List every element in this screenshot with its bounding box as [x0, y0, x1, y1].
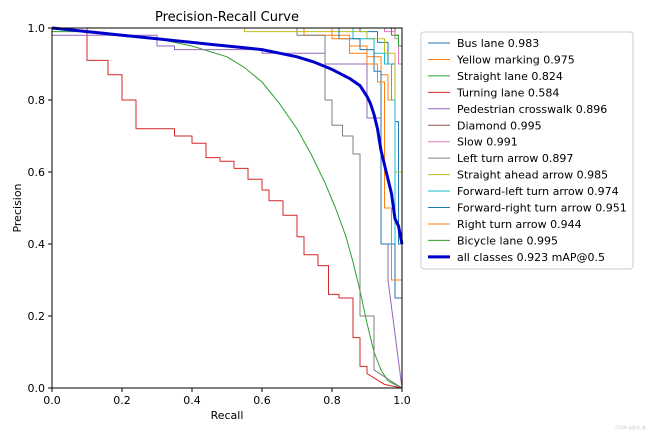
- x-tick-label: 0.4: [183, 394, 201, 407]
- series-line-3: [52, 27, 403, 389]
- y-tick-label: 0.8: [28, 94, 46, 107]
- y-axis: 0.0 0.2 0.4 0.6 0.8 1.0: [28, 22, 52, 395]
- legend-label: Pedestrian crosswalk 0.896: [457, 103, 607, 116]
- y-tick-label: 1.0: [28, 22, 46, 35]
- legend-label: Yellow marking 0.975: [456, 53, 575, 66]
- legend-entry: Bicycle lane 0.995: [428, 234, 558, 247]
- legend-label: Turning lane 0.584: [456, 86, 559, 99]
- legend-entry: Turning lane 0.584: [428, 86, 559, 99]
- x-axis-label: Recall: [211, 409, 244, 422]
- legend-label: Straight lane 0.824: [457, 70, 563, 83]
- plot-background: [52, 28, 402, 388]
- x-axis: 0.0 0.2 0.4 0.6 0.8 1.0: [43, 388, 411, 407]
- legend-frame: [420, 31, 634, 270]
- x-tick-label: 0.8: [323, 394, 341, 407]
- x-tick-label: 1.0: [393, 394, 411, 407]
- legend-entry: Straight ahead arrow 0.985: [428, 169, 608, 182]
- legend-entry: Pedestrian crosswalk 0.896: [428, 103, 607, 116]
- legend-label: Bicycle lane 0.995: [457, 234, 558, 247]
- legend-entry: all classes 0.923 mAP@0.5: [428, 251, 605, 264]
- legend-entry: Diamond 0.995: [428, 119, 542, 132]
- legend-entry: Left turn arrow 0.897: [428, 152, 573, 165]
- legend-label: Slow 0.991: [457, 136, 518, 149]
- x-tick-label: 0.2: [113, 394, 131, 407]
- legend: Bus lane 0.983 Yellow marking 0.975 Straig…: [420, 31, 634, 270]
- legend-label: Forward-left turn arrow 0.974: [457, 185, 619, 198]
- series-line-7: [52, 27, 403, 389]
- watermark: CSDN @佚名_林: [615, 425, 646, 430]
- y-axis-label: Precision: [11, 183, 24, 232]
- legend-entry: Forward-left turn arrow 0.974: [428, 185, 619, 198]
- legend-label: Straight ahead arrow 0.985: [457, 169, 608, 182]
- legend-entry: Right turn arrow 0.944: [428, 218, 582, 231]
- legend-items: Bus lane 0.983 Yellow marking 0.975 Straig…: [428, 37, 627, 264]
- legend-label: Diamond 0.995: [457, 119, 542, 132]
- chart-title: Precision-Recall Curve: [155, 10, 299, 25]
- legend-entry: Bus lane 0.983: [428, 37, 539, 50]
- plot-area: [51, 26, 404, 389]
- series-line-6: [52, 27, 403, 388]
- legend-entry: Forward-right turn arrow 0.951: [428, 202, 627, 215]
- plot-frame: [51, 27, 403, 389]
- legend-label: all classes 0.923 mAP@0.5: [457, 251, 605, 264]
- x-tick-label: 0.0: [43, 394, 61, 407]
- series-line-13: [51, 26, 404, 245]
- legend-label: Right turn arrow 0.944: [457, 218, 582, 231]
- series-line-8: [52, 27, 403, 388]
- y-tick-label: 0.4: [28, 238, 46, 251]
- legend-entry: Slow 0.991: [428, 136, 518, 149]
- legend-entry: Yellow marking 0.975: [428, 53, 575, 66]
- legend-label: Forward-right turn arrow 0.951: [457, 202, 627, 215]
- legend-label: Left turn arrow 0.897: [457, 152, 573, 165]
- y-tick-label: 0.6: [28, 166, 46, 179]
- legend-entry: Straight lane 0.824: [428, 70, 563, 83]
- x-tick-label: 0.6: [253, 394, 271, 407]
- y-tick-label: 0.0: [28, 382, 46, 395]
- y-tick-label: 0.2: [28, 310, 46, 323]
- series-line-11: [52, 27, 403, 388]
- legend-label: Bus lane 0.983: [457, 37, 539, 50]
